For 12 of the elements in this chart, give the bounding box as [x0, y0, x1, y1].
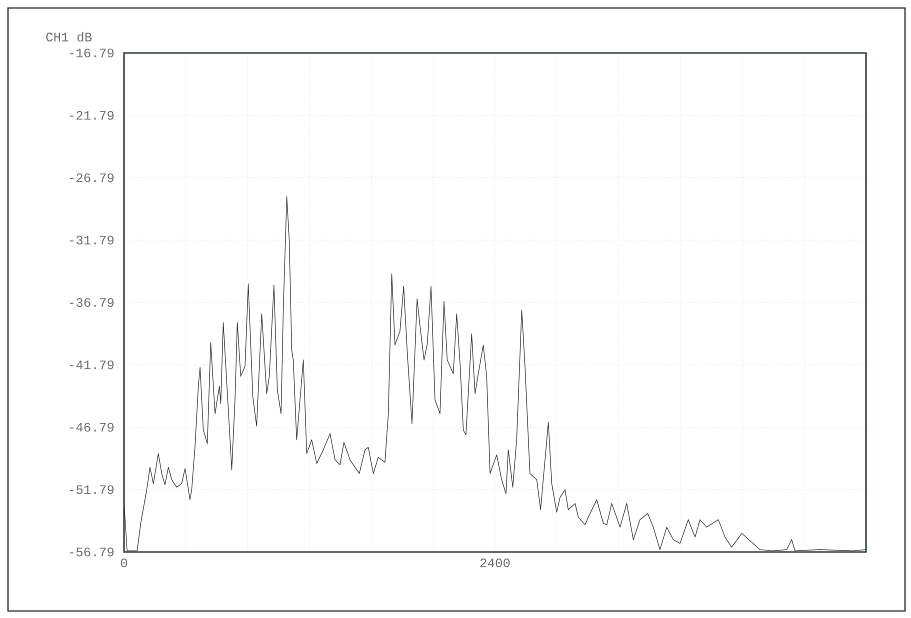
- y-tick-label: -31.79: [70, 236, 114, 245]
- y-tick-label: -41.79: [70, 360, 114, 370]
- y-tick-label: -56.79: [70, 548, 114, 556]
- y-tick-label: -21.79: [70, 110, 114, 120]
- x-tick-label: 2400: [480, 558, 510, 568]
- y-tick-label: -46.79: [70, 422, 114, 432]
- y-tick-label: -36.79: [70, 298, 114, 307]
- y-tick-label: -51.79: [70, 485, 114, 494]
- y-axis-title: CH1 dB: [46, 32, 92, 42]
- y-tick-label: -16.79: [70, 48, 114, 58]
- y-tick-label: -26.79: [70, 173, 114, 182]
- x-tick-label: 0: [120, 558, 128, 568]
